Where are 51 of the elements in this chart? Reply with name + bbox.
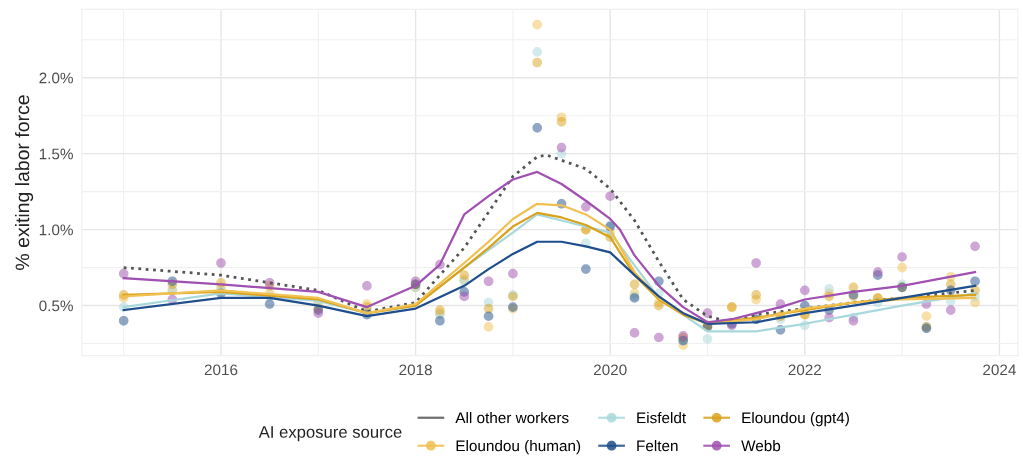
x-tick-label: 2016	[204, 364, 238, 376]
legend-label: Eisfeldt	[637, 412, 687, 424]
point	[556, 116, 567, 127]
x-tick-label: 2022	[788, 364, 822, 376]
point	[581, 264, 591, 274]
point	[532, 123, 543, 133]
point	[118, 315, 129, 326]
point	[532, 47, 543, 57]
point	[751, 290, 761, 300]
point	[483, 322, 494, 332]
y-tick-label: 1.5%	[39, 148, 73, 160]
point	[629, 279, 640, 290]
point	[702, 334, 713, 344]
point	[362, 281, 372, 291]
point	[556, 142, 567, 153]
y-tick-label: 1.0%	[39, 224, 73, 236]
point	[897, 262, 907, 273]
point	[897, 252, 907, 262]
point	[508, 268, 518, 279]
point	[921, 311, 932, 321]
point	[799, 285, 810, 296]
legend-label: Eloundou (human)	[456, 440, 581, 455]
y-tick-label: 2.0%	[39, 72, 73, 84]
legend-label: All other workers	[455, 412, 569, 424]
point	[970, 276, 980, 287]
point	[483, 311, 494, 321]
legend-label: Webb	[741, 440, 781, 452]
legend-label: Felten	[637, 440, 678, 452]
y-tick-label: 0.5%	[39, 300, 73, 312]
point	[605, 191, 615, 201]
point	[459, 270, 470, 280]
x-tick-label: 2020	[593, 364, 627, 376]
point	[751, 258, 761, 268]
point	[264, 299, 275, 309]
point	[216, 258, 226, 268]
point	[654, 332, 664, 343]
x-tick-label: 2024	[983, 364, 1016, 376]
legend-title: AI exposure source	[258, 426, 402, 442]
y-axis-title: % exiting labor force	[15, 95, 34, 270]
point	[435, 315, 445, 326]
point	[629, 328, 640, 338]
x-tick-label: 2018	[399, 364, 432, 376]
point	[483, 276, 494, 287]
point	[532, 57, 543, 68]
point	[970, 241, 980, 252]
point	[459, 291, 470, 302]
point	[581, 202, 591, 212]
legend-label: Eloundou (gpt4)	[742, 412, 849, 427]
point	[532, 19, 543, 30]
point	[945, 305, 956, 315]
point	[118, 268, 129, 279]
